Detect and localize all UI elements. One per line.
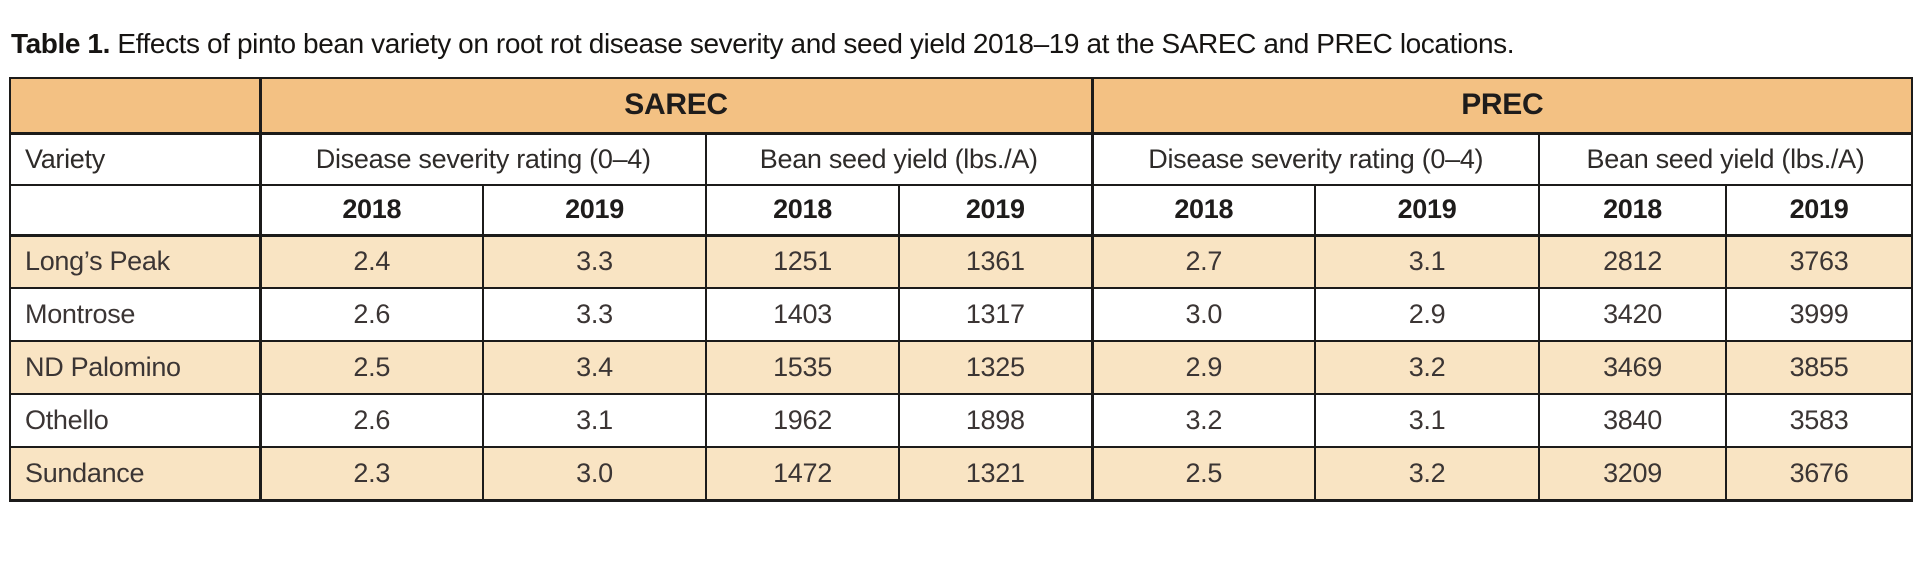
variety-name: ND Palomino (9, 340, 261, 395)
variety-name: Sundance (9, 446, 261, 502)
variety-name: Montrose (9, 287, 261, 342)
year-header: 2018 (1538, 184, 1728, 237)
table-row-nd-palomino: ND Palomino 2.5 3.4 1535 1325 2.9 3.2 34… (9, 340, 1914, 395)
data-cell: 3855 (1725, 340, 1914, 395)
data-cell: 3999 (1725, 287, 1914, 342)
data-cell: 2.3 (258, 446, 484, 502)
year-header: 2018 (1090, 184, 1317, 237)
table-row-sundance: Sundance 2.3 3.0 1472 1321 2.5 3.2 3209 … (9, 446, 1914, 502)
results-table: SAREC PREC Variety Disease severity rati… (9, 77, 1914, 502)
col-header-sarec: SAREC (258, 77, 1094, 135)
table-row-montrose: Montrose 2.6 3.3 1403 1317 3.0 2.9 3420 … (9, 287, 1914, 342)
data-cell: 3.4 (482, 340, 707, 395)
data-cell: 3.2 (1090, 393, 1317, 448)
data-cell: 3.3 (482, 287, 707, 342)
table-row-othello: Othello 2.6 3.1 1962 1898 3.2 3.1 3840 3… (9, 393, 1914, 448)
data-cell: 2.5 (258, 340, 484, 395)
data-cell: 2.7 (1090, 234, 1317, 289)
year-header: 2018 (705, 184, 900, 237)
data-cell: 1403 (705, 287, 900, 342)
variety-name: Long’s Peak (9, 234, 261, 289)
data-cell: 2.6 (258, 287, 484, 342)
data-cell: 3.1 (1314, 234, 1541, 289)
table-caption-label: Table 1. (11, 28, 110, 59)
data-cell: 3676 (1725, 446, 1914, 502)
col-header-sarec-severity: Disease severity rating (0–4) (258, 132, 707, 186)
col-header-sarec-yield: Bean seed yield (lbs./A) (704, 132, 1094, 186)
data-cell: 3.0 (1090, 287, 1317, 342)
col-header-prec-yield: Bean seed yield (lbs./A) (1538, 132, 1914, 186)
year-header-blank (9, 184, 261, 237)
year-header: 2019 (1725, 184, 1914, 237)
table-caption-text: Effects of pinto bean variety on root ro… (117, 28, 1515, 59)
data-cell: 1898 (897, 393, 1094, 448)
data-cell: 2.6 (258, 393, 484, 448)
data-cell: 1251 (705, 234, 900, 289)
data-cell: 2.9 (1090, 340, 1317, 395)
data-cell: 1321 (897, 446, 1094, 502)
data-cell: 3.2 (1314, 446, 1541, 502)
year-header: 2019 (1314, 184, 1541, 237)
data-cell: 3.3 (482, 234, 707, 289)
table-row-longs-peak: Long’s Peak 2.4 3.3 1251 1361 2.7 3.1 28… (9, 234, 1914, 289)
data-cell: 3209 (1538, 446, 1728, 502)
data-cell: 1962 (705, 393, 900, 448)
data-cell: 2.9 (1314, 287, 1541, 342)
data-cell: 2812 (1538, 234, 1728, 289)
data-cell: 2.5 (1090, 446, 1317, 502)
data-cell: 3.0 (482, 446, 707, 502)
data-cell: 1472 (705, 446, 900, 502)
data-cell: 3583 (1725, 393, 1914, 448)
data-cell: 3.1 (482, 393, 707, 448)
data-cell: 3469 (1538, 340, 1728, 395)
data-cell: 3.1 (1314, 393, 1541, 448)
corner-cell (9, 77, 261, 135)
data-cell: 3840 (1538, 393, 1728, 448)
data-cell: 3.2 (1314, 340, 1541, 395)
year-header: 2019 (897, 184, 1094, 237)
data-cell: 1317 (897, 287, 1094, 342)
year-header: 2018 (258, 184, 484, 237)
measure-header-row: Variety Disease severity rating (0–4) Be… (9, 132, 1914, 186)
data-cell: 2.4 (258, 234, 484, 289)
year-header: 2019 (482, 184, 707, 237)
col-header-variety: Variety (9, 132, 261, 186)
data-cell: 3420 (1538, 287, 1728, 342)
col-header-prec: PREC (1090, 77, 1914, 135)
table-caption: Table 1. Effects of pinto bean variety o… (11, 28, 1912, 60)
data-cell: 1325 (897, 340, 1094, 395)
year-header-row: 2018 2019 2018 2019 2018 2019 2018 2019 (9, 184, 1914, 237)
location-header-row: SAREC PREC (9, 77, 1914, 135)
col-header-prec-severity: Disease severity rating (0–4) (1090, 132, 1541, 186)
data-cell: 1535 (705, 340, 900, 395)
variety-name: Othello (9, 393, 261, 448)
data-cell: 3763 (1725, 234, 1914, 289)
data-cell: 1361 (897, 234, 1094, 289)
